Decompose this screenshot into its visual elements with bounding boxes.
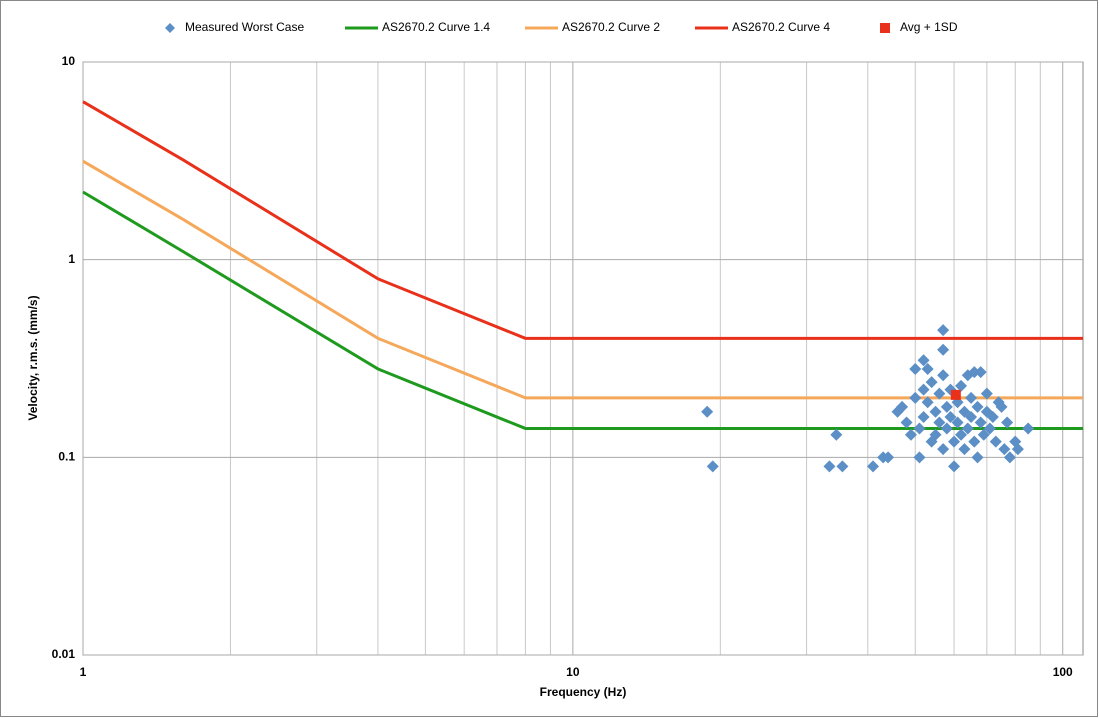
- point: [929, 428, 942, 441]
- y-axis-title: Velocity, r.m.s. (mm/s): [26, 295, 40, 420]
- point: [948, 435, 961, 448]
- point: [937, 324, 950, 337]
- point: [955, 428, 968, 441]
- point: [983, 422, 996, 435]
- point: [706, 460, 719, 473]
- point: [1001, 416, 1014, 429]
- point: [896, 400, 909, 413]
- point: [917, 410, 930, 423]
- point: [1011, 443, 1024, 456]
- point: [995, 400, 1008, 413]
- point: [823, 460, 836, 473]
- point: [980, 387, 993, 400]
- point: [909, 391, 922, 404]
- legend-label: AS2670.2 Curve 1.4: [382, 20, 490, 34]
- x-tick-label: 1: [80, 665, 87, 679]
- point: [948, 460, 961, 473]
- legend-swatch: [165, 23, 175, 33]
- point: [940, 422, 953, 435]
- legend-swatch: [880, 23, 890, 33]
- point: [977, 428, 990, 441]
- point: [904, 428, 917, 441]
- point: [1003, 451, 1016, 464]
- x-tick-label: 10: [566, 665, 580, 679]
- plot-area: [82, 61, 1084, 656]
- legend-label: AS2670.2 Curve 2: [562, 20, 660, 34]
- point: [968, 366, 981, 379]
- point: [940, 400, 953, 413]
- curve: [82, 159, 1083, 400]
- point: [974, 416, 987, 429]
- point: [921, 362, 934, 375]
- x-axis-title: Frequency (Hz): [540, 685, 627, 699]
- point: [974, 366, 987, 379]
- point: [913, 422, 926, 435]
- point: [951, 416, 964, 429]
- point: [933, 387, 946, 400]
- legend-label: Avg + 1SD: [900, 20, 958, 34]
- point: [917, 354, 930, 367]
- point: [937, 343, 950, 356]
- point: [933, 416, 946, 429]
- point: [965, 410, 978, 423]
- point: [944, 410, 957, 423]
- point: [968, 435, 981, 448]
- y-tick-label: 0.1: [58, 450, 75, 464]
- point: [1022, 422, 1035, 435]
- point: [955, 379, 968, 392]
- point: [882, 451, 895, 464]
- point: [701, 405, 714, 418]
- point: [830, 428, 843, 441]
- point: [937, 443, 950, 456]
- point: [867, 460, 880, 473]
- curve: [82, 190, 1083, 430]
- point: [929, 405, 942, 418]
- legend-label: AS2670.2 Curve 4: [732, 20, 830, 34]
- point: [909, 362, 922, 375]
- y-tick-label: 0.01: [52, 647, 76, 661]
- point: [958, 443, 971, 456]
- point: [961, 422, 974, 435]
- point: [921, 396, 934, 409]
- y-tick-label: 1: [68, 252, 75, 266]
- legend-label: Measured Worst Case: [185, 20, 304, 34]
- point: [989, 435, 1002, 448]
- point: [913, 451, 926, 464]
- y-tick-label: 10: [62, 54, 76, 68]
- point: [917, 383, 930, 396]
- point: [950, 389, 961, 400]
- point: [965, 391, 978, 404]
- point: [900, 416, 913, 429]
- x-tick-label: 100: [1053, 665, 1073, 679]
- point: [986, 410, 999, 423]
- point: [836, 460, 849, 473]
- point: [937, 369, 950, 382]
- curve: [82, 100, 1083, 340]
- point: [925, 376, 938, 389]
- point: [998, 443, 1011, 456]
- point: [971, 400, 984, 413]
- point: [971, 451, 984, 464]
